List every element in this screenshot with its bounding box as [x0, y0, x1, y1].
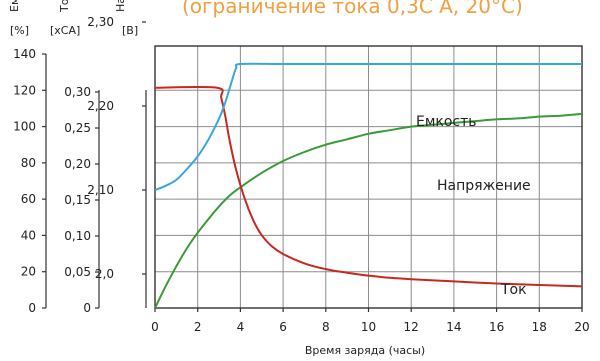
current-tick-label: 0,25	[64, 121, 91, 135]
capacity-tick-label: 140	[13, 47, 36, 61]
x-tick-label: 14	[446, 320, 461, 334]
current-tick-label: 0	[83, 301, 91, 315]
current-tick-label: 0,10	[64, 229, 91, 243]
x-tick-label: 2	[194, 320, 202, 334]
x-tick-label: 8	[322, 320, 330, 334]
capacity-series-line	[154, 112, 583, 309]
capacity-tick-label: 40	[21, 228, 36, 242]
current-tick-label: 0,20	[64, 157, 91, 171]
current-tick-label: 0,30	[64, 85, 91, 99]
current-tick-label: 0,05	[64, 265, 91, 279]
capacity-tick-label: 100	[13, 120, 36, 134]
capacity-tick-label: 60	[21, 192, 36, 206]
x-tick-label: 18	[532, 320, 547, 334]
capacity-tick-label: 120	[13, 83, 36, 97]
capacity-axis-title: Ем	[8, 0, 21, 12]
series-label-capacity: Емкость	[416, 114, 477, 130]
current-tick-label: 0,15	[64, 193, 91, 207]
series-label-current: Ток	[500, 282, 527, 298]
capacity-tick-label: 80	[21, 156, 36, 170]
voltage-axis-unit: [В]	[122, 24, 138, 37]
series-label-voltage: Напряжение	[437, 178, 531, 194]
x-tick-label: 20	[574, 320, 589, 334]
current-axis-title: То	[58, 0, 71, 13]
voltage-tick-label: 2,0	[95, 267, 114, 281]
x-tick-label: 0	[151, 320, 159, 334]
x-tick-label: 4	[237, 320, 245, 334]
current-series-line	[154, 85, 583, 288]
x-axis-label: Время заряда (часы)	[305, 344, 425, 357]
voltage-tick-label: 2,10	[87, 183, 114, 197]
x-tick-label: 10	[361, 320, 376, 334]
voltage-tick-label: 2,30	[87, 15, 114, 29]
capacity-tick-label: 20	[21, 265, 36, 279]
capacity-tick-label: 0	[28, 301, 36, 315]
x-tick-label: 6	[279, 320, 287, 334]
x-tick-label: 16	[489, 320, 504, 334]
voltage-tick-label: 2,20	[87, 99, 114, 113]
capacity-axis-unit: [%]	[10, 24, 29, 37]
x-tick-label: 12	[404, 320, 419, 334]
voltage-series-line	[154, 62, 582, 191]
voltage-axis-title: На	[114, 0, 127, 12]
current-axis-unit: [хСА]	[50, 24, 80, 37]
chart-title: (ограничение тока 0,3С А, 20°С)	[182, 0, 523, 18]
